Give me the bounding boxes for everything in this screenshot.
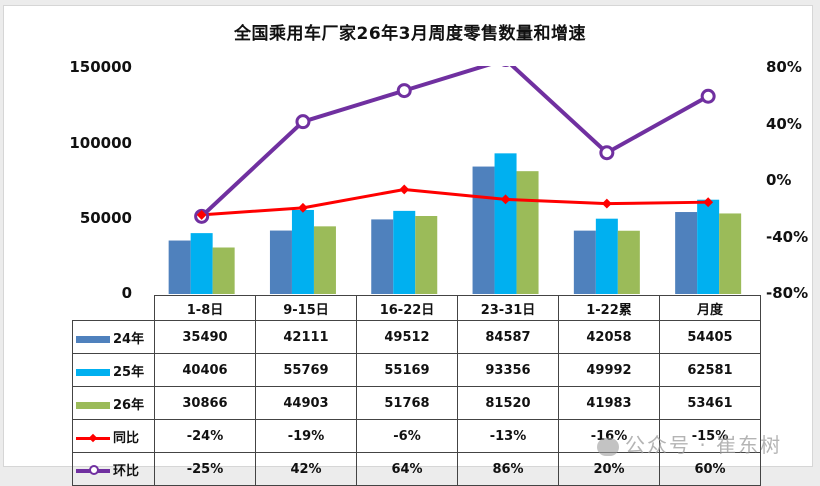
row-label: 环比	[72, 452, 155, 486]
bar	[675, 212, 698, 294]
bar	[313, 226, 336, 294]
legend-line-mom-icon	[76, 465, 110, 475]
row-label: 25年	[72, 353, 155, 387]
table-row: 25年 40406 55769 55169 93356 49992 62581	[72, 353, 761, 387]
table-cell: 64%	[356, 452, 458, 486]
line-markers	[194, 66, 716, 224]
yoy-marker	[399, 184, 410, 195]
mom-marker	[599, 145, 615, 161]
table-cell: 81520	[457, 386, 559, 420]
column-header: 月度	[659, 295, 761, 321]
table-cell: 86%	[457, 452, 559, 486]
bar	[291, 209, 314, 294]
bar-series-group	[168, 153, 742, 294]
table-cell: 35490	[154, 320, 256, 354]
bar	[472, 166, 495, 294]
mom-marker	[295, 114, 311, 130]
bar	[719, 213, 742, 294]
column-header: 1-8日	[154, 295, 256, 321]
column-header: 1-22累	[558, 295, 660, 321]
table-cell: 53461	[659, 386, 761, 420]
right-axis-tick: -80%	[766, 284, 809, 302]
left-axis-tick: 100000	[69, 134, 132, 152]
mom-marker	[396, 83, 412, 99]
row-label: 同比	[72, 419, 155, 453]
table-cell: -6%	[356, 419, 458, 453]
mom-marker	[501, 66, 510, 68]
legend-swatch-26	[76, 401, 110, 409]
yoy-marker	[703, 197, 714, 208]
yoy-line	[201, 187, 709, 217]
column-header: 9-15日	[255, 295, 357, 321]
table-cell: 42111	[255, 320, 357, 354]
table-cell: 42%	[255, 452, 357, 486]
wechat-icon	[597, 437, 619, 456]
table-cell: -24%	[154, 419, 256, 453]
bar	[617, 230, 640, 294]
table-cell: 49992	[558, 353, 660, 387]
table-cell: 44903	[255, 386, 357, 420]
yoy-marker	[196, 209, 207, 220]
table-header-row: 1-8日 9-15日 16-22日 23-31日 1-22累 月度	[73, 295, 761, 321]
table-cell: 40406	[154, 353, 256, 387]
plot-area	[168, 66, 742, 294]
bar	[168, 240, 191, 294]
bar	[269, 230, 292, 294]
right-axis-tick: -40%	[766, 228, 809, 246]
right-axis-tick: 0%	[766, 171, 792, 189]
watermark: 公众号 · 崔东树	[597, 429, 782, 458]
row-label: 26年	[72, 386, 155, 420]
table-cell: 49512	[356, 320, 458, 354]
column-header: 23-31日	[457, 295, 559, 321]
table-row: 24年 35490 42111 49512 84587 42058 54405	[72, 320, 761, 354]
mom-line	[200, 66, 710, 218]
bar	[494, 153, 517, 294]
legend-swatch-24	[76, 335, 110, 343]
table-row: 26年 30866 44903 51768 81520 41983 53461	[72, 386, 761, 420]
bar	[190, 233, 213, 294]
yoy-marker	[601, 198, 612, 209]
table-cell: 54405	[659, 320, 761, 354]
bar	[573, 230, 596, 294]
right-axis-tick: 40%	[766, 115, 802, 133]
data-table: 1-8日 9-15日 16-22日 23-31日 1-22累 月度 24年 35…	[72, 295, 761, 486]
table-cell: 42058	[558, 320, 660, 354]
bar	[516, 171, 539, 294]
yoy-marker	[298, 202, 308, 213]
bar	[595, 218, 618, 294]
yoy-marker	[500, 194, 511, 205]
table-cell: -19%	[255, 419, 357, 453]
right-axis-tick: 80%	[766, 58, 802, 76]
table-row: 同比 -24% -19% -6% -13% -16% -15%	[72, 419, 761, 453]
column-header: 16-22日	[356, 295, 458, 321]
row-label: 24年	[72, 320, 155, 354]
bar	[371, 219, 394, 294]
table-cell: -13%	[457, 419, 559, 453]
table-cell: 62581	[659, 353, 761, 387]
mom-marker	[700, 88, 716, 104]
bar	[212, 247, 235, 294]
legend-swatch-25	[76, 368, 110, 376]
table-cell: 93356	[457, 353, 559, 387]
table-cell: 84587	[457, 320, 559, 354]
bar	[697, 199, 720, 294]
bar	[415, 216, 438, 294]
table-cell: 41983	[558, 386, 660, 420]
table-cell: 51768	[356, 386, 458, 420]
bar	[393, 210, 416, 294]
chart-title: 全国乘用车厂家26年3月周度零售数量和增速	[234, 24, 586, 44]
legend-line-yoy-icon	[76, 433, 110, 442]
table-cell: 55169	[356, 353, 458, 387]
table-cell: 55769	[255, 353, 357, 387]
left-axis-tick: 0	[121, 284, 132, 302]
table-cell: 30866	[154, 386, 256, 420]
table-cell: -25%	[154, 452, 256, 486]
left-axis-tick: 150000	[69, 58, 132, 76]
left-axis-tick: 50000	[79, 209, 132, 227]
